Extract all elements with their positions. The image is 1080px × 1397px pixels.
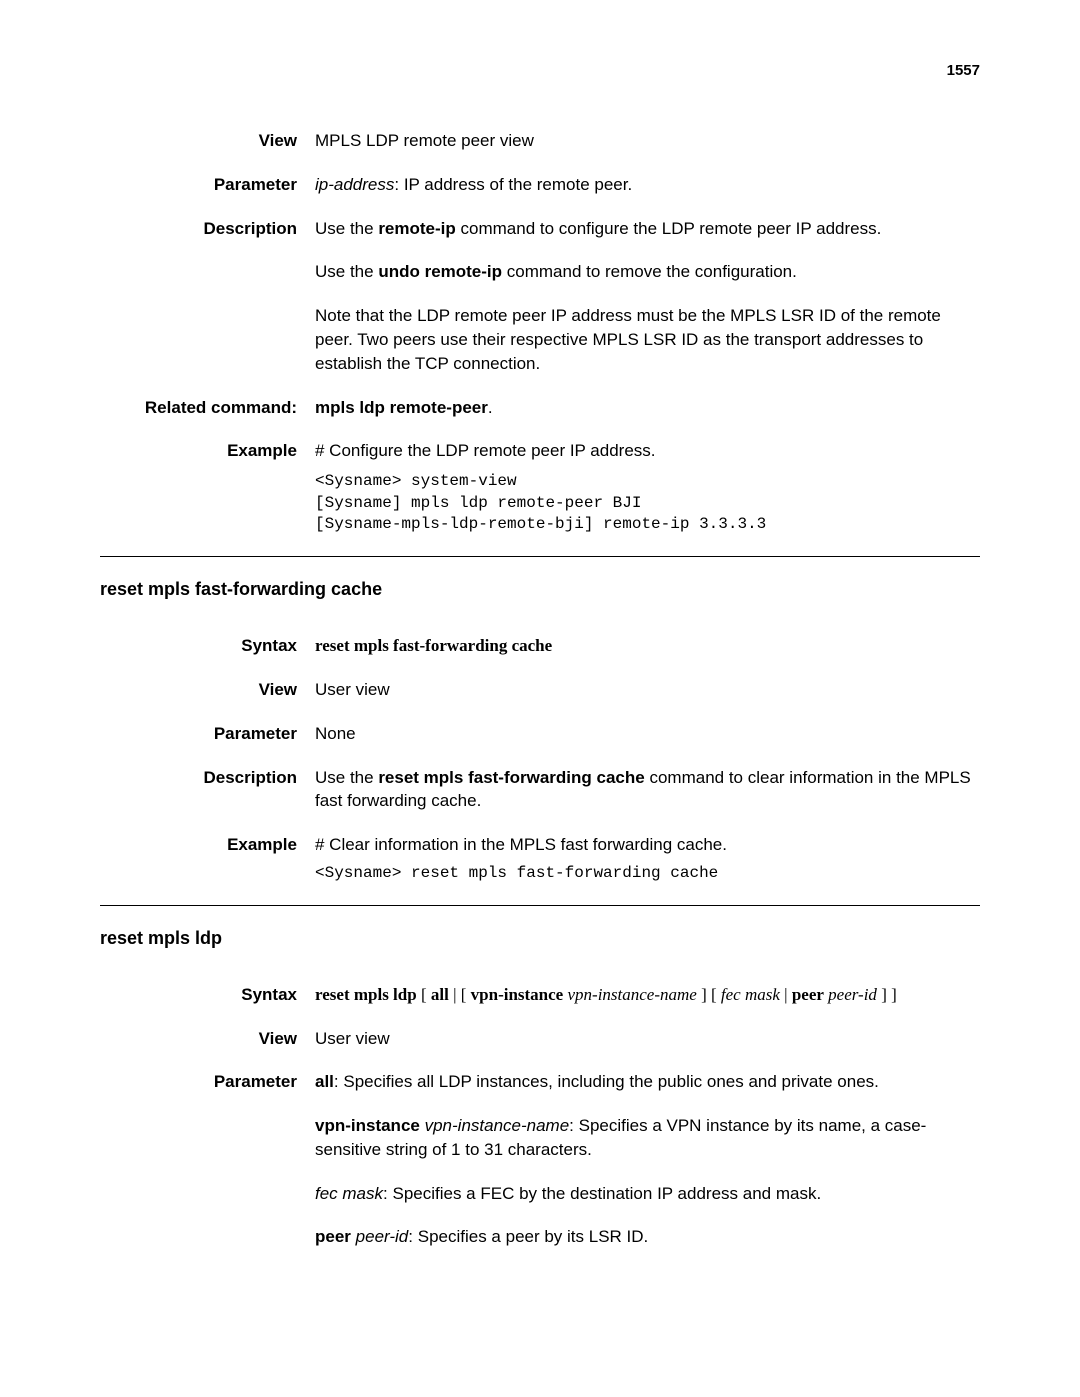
parameter-label: Parameter bbox=[100, 173, 315, 197]
desc-b: reset mpls fast-forwarding cache bbox=[378, 768, 644, 787]
s7: vpn-instance-name bbox=[567, 985, 696, 1004]
view-label: View bbox=[100, 678, 315, 702]
parameter-label: Parameter bbox=[100, 722, 315, 746]
related-content: mpls ldp remote-peer. bbox=[315, 396, 980, 420]
s13: peer-id bbox=[828, 985, 877, 1004]
related-end: . bbox=[488, 398, 493, 417]
desc-p3: Note that the LDP remote peer IP address… bbox=[315, 304, 980, 375]
example-code: <Sysname> system-view [Sysname] mpls ldp… bbox=[315, 471, 980, 536]
desc-p1c: command to configure the LDP remote peer… bbox=[456, 219, 882, 238]
view-content: User view bbox=[315, 1027, 980, 1051]
p1b: : Specifies all LDP instances, including… bbox=[334, 1072, 879, 1091]
s8: ] [ bbox=[697, 985, 721, 1004]
view-label: View bbox=[100, 129, 315, 153]
s2: [ bbox=[417, 985, 431, 1004]
description-content: Use the reset mpls fast-forwarding cache… bbox=[315, 766, 980, 814]
s10: | bbox=[780, 985, 792, 1004]
s14: ] ] bbox=[877, 985, 897, 1004]
p4d: : Specifies a peer by its LSR ID. bbox=[408, 1227, 648, 1246]
parameter-text: : IP address of the remote peer. bbox=[394, 175, 632, 194]
example-content: # Configure the LDP remote peer IP addre… bbox=[315, 439, 980, 536]
description-label: Description bbox=[100, 217, 315, 376]
syntax-label: Syntax bbox=[100, 983, 315, 1007]
example-label: Example bbox=[100, 833, 315, 884]
description-label: Description bbox=[100, 766, 315, 814]
s3: all bbox=[431, 985, 449, 1004]
related-bold: mpls ldp remote-peer bbox=[315, 398, 488, 417]
section3-heading: reset mpls ldp bbox=[100, 926, 980, 951]
section2-heading: reset mpls fast-forwarding cache bbox=[100, 577, 980, 602]
s1: reset mpls ldp bbox=[315, 985, 417, 1004]
s11: peer bbox=[792, 985, 824, 1004]
related-label: Related command: bbox=[100, 396, 315, 420]
s5: vpn-instance bbox=[471, 985, 564, 1004]
p4c: peer-id bbox=[356, 1227, 409, 1246]
parameter-content: None bbox=[315, 722, 980, 746]
parameter-content: ip-address: IP address of the remote pee… bbox=[315, 173, 980, 197]
p3a: fec mask bbox=[315, 1184, 383, 1203]
separator bbox=[100, 556, 980, 557]
desc-p1a: Use the bbox=[315, 219, 378, 238]
example-code: <Sysname> reset mpls fast-forwarding cac… bbox=[315, 863, 980, 885]
parameter-content: all: Specifies all LDP instances, includ… bbox=[315, 1070, 980, 1249]
view-label: View bbox=[100, 1027, 315, 1051]
example-text: # Clear information in the MPLS fast for… bbox=[315, 833, 980, 857]
example-label: Example bbox=[100, 439, 315, 536]
syntax-content: reset mpls fast-forwarding cache bbox=[315, 634, 980, 658]
p1a: all bbox=[315, 1072, 334, 1091]
desc-a: Use the bbox=[315, 768, 378, 787]
s9: fec mask bbox=[721, 985, 780, 1004]
description-content: Use the remote-ip command to configure t… bbox=[315, 217, 980, 376]
syntax-content: reset mpls ldp [ all | [ vpn-instance vp… bbox=[315, 983, 980, 1007]
desc-p2a: Use the bbox=[315, 262, 378, 281]
p4a: peer bbox=[315, 1227, 351, 1246]
separator bbox=[100, 905, 980, 906]
desc-p2c: command to remove the configuration. bbox=[502, 262, 797, 281]
desc-p1b: remote-ip bbox=[378, 219, 455, 238]
page-number: 1557 bbox=[100, 60, 980, 81]
s4: | [ bbox=[449, 985, 471, 1004]
p3b: : Specifies a FEC by the destination IP … bbox=[383, 1184, 821, 1203]
p2c: vpn-instance-name bbox=[425, 1116, 570, 1135]
parameter-italic: ip-address bbox=[315, 175, 394, 194]
example-text: # Configure the LDP remote peer IP addre… bbox=[315, 439, 980, 463]
p2a: vpn-instance bbox=[315, 1116, 420, 1135]
view-content: User view bbox=[315, 678, 980, 702]
syntax-label: Syntax bbox=[100, 634, 315, 658]
parameter-label: Parameter bbox=[100, 1070, 315, 1249]
desc-p2b: undo remote-ip bbox=[378, 262, 502, 281]
view-content: MPLS LDP remote peer view bbox=[315, 129, 980, 153]
example-content: # Clear information in the MPLS fast for… bbox=[315, 833, 980, 884]
